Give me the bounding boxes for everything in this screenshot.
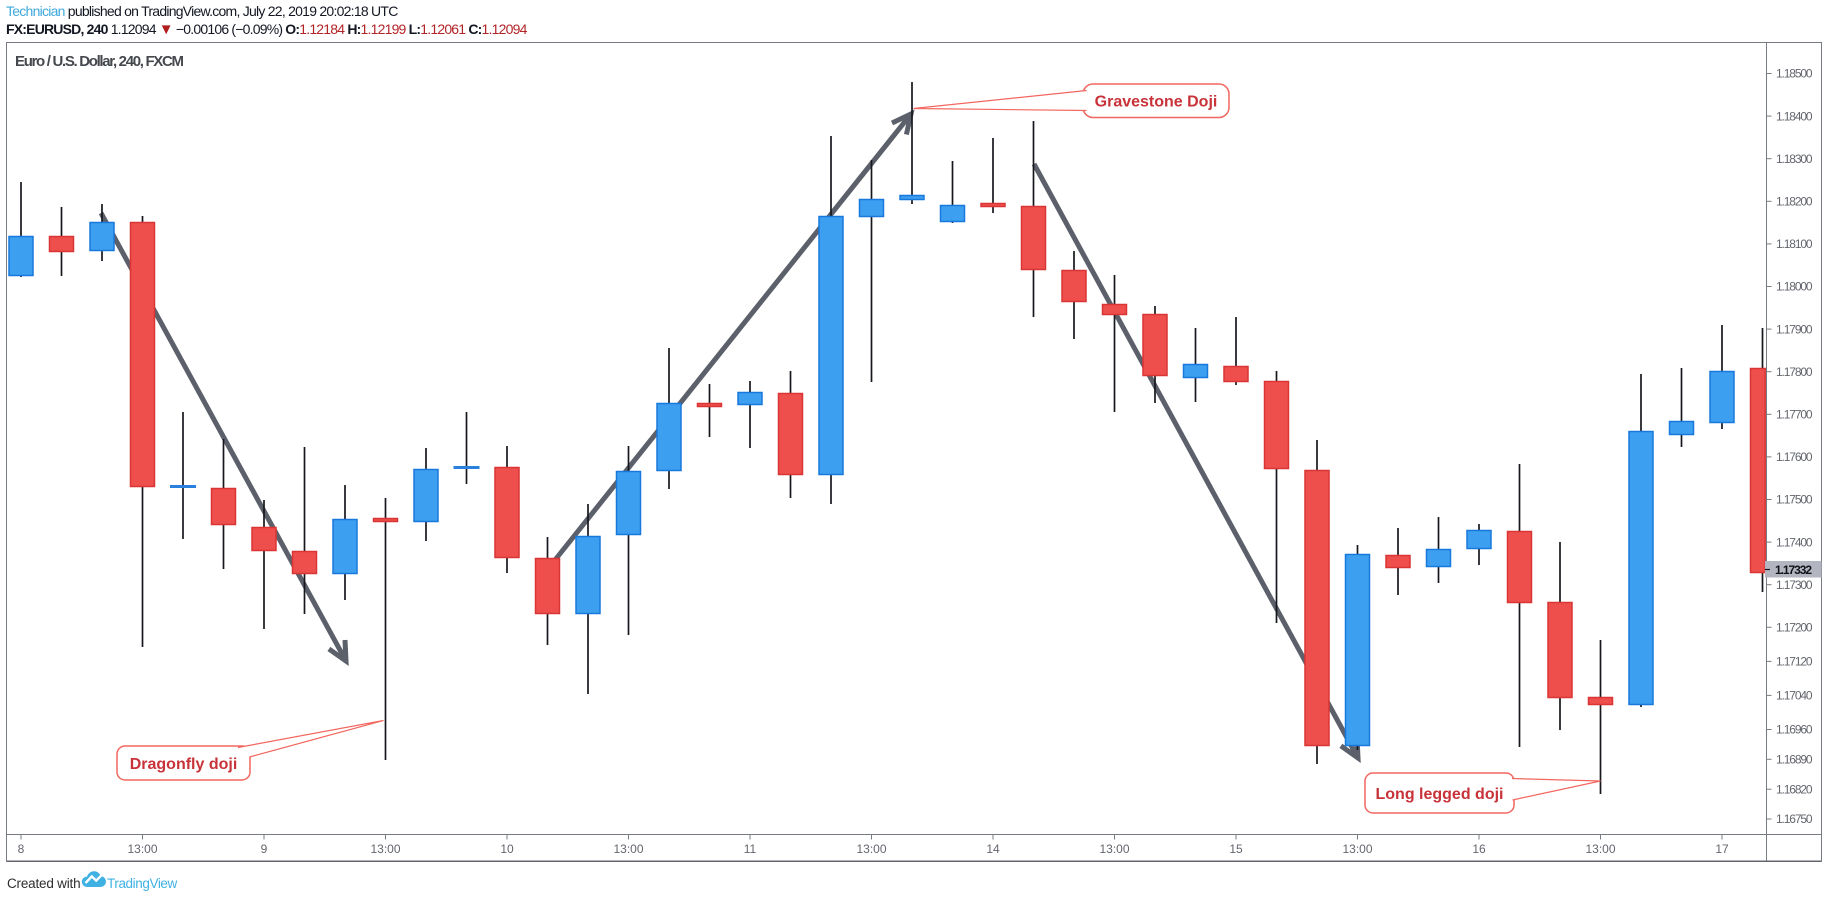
svg-text:13:00: 13:00 xyxy=(1099,842,1129,856)
svg-text:FX:EURUSD, 240 1.12094 ▼ −0.00: FX:EURUSD, 240 1.12094 ▼ −0.00106 (−0.09… xyxy=(6,21,528,38)
svg-text:1.18500: 1.18500 xyxy=(1776,67,1813,81)
svg-text:Dragonfly doji: Dragonfly doji xyxy=(130,756,238,773)
svg-text:1.18000: 1.18000 xyxy=(1776,280,1813,294)
svg-text:13:00: 13:00 xyxy=(127,842,157,856)
svg-text:Gravestone Doji: Gravestone Doji xyxy=(1095,94,1218,111)
svg-text:13:00: 13:00 xyxy=(1342,842,1372,856)
svg-text:1.17600: 1.17600 xyxy=(1776,450,1813,464)
svg-text:15: 15 xyxy=(1229,842,1243,856)
svg-text:14: 14 xyxy=(986,842,1000,856)
svg-text:11: 11 xyxy=(744,842,757,856)
svg-text:1.18100: 1.18100 xyxy=(1776,237,1813,251)
svg-text:1.17040: 1.17040 xyxy=(1776,689,1813,703)
svg-text:TradingView: TradingView xyxy=(107,876,178,891)
svg-text:1.16960: 1.16960 xyxy=(1776,723,1813,737)
svg-text:Euro / U.S. Dollar, 240, FXCM: Euro / U.S. Dollar, 240, FXCM xyxy=(15,53,184,70)
svg-text:Technician published on Tradin: Technician published on TradingView.com,… xyxy=(6,3,398,19)
svg-text:1.17900: 1.17900 xyxy=(1776,322,1813,336)
svg-text:Long legged doji: Long legged doji xyxy=(1376,786,1504,803)
svg-text:1.17500: 1.17500 xyxy=(1776,493,1813,507)
svg-text:1.16820: 1.16820 xyxy=(1776,782,1813,796)
svg-text:13:00: 13:00 xyxy=(1585,842,1615,856)
svg-text:1.17300: 1.17300 xyxy=(1776,578,1813,592)
svg-text:16: 16 xyxy=(1472,842,1486,856)
svg-text:1.17800: 1.17800 xyxy=(1776,365,1813,379)
svg-text:1.17700: 1.17700 xyxy=(1776,408,1813,422)
svg-text:1.16890: 1.16890 xyxy=(1776,753,1813,767)
svg-text:17: 17 xyxy=(1715,842,1729,856)
svg-text:1.16750: 1.16750 xyxy=(1776,812,1813,826)
svg-text:10: 10 xyxy=(500,842,514,856)
svg-text:Created with: Created with xyxy=(7,876,80,891)
svg-text:8: 8 xyxy=(18,842,25,856)
svg-text:1.18400: 1.18400 xyxy=(1776,109,1813,123)
svg-text:1.18200: 1.18200 xyxy=(1776,195,1813,209)
svg-text:1.17400: 1.17400 xyxy=(1776,535,1813,549)
svg-text:13:00: 13:00 xyxy=(370,842,400,856)
svg-text:1.17200: 1.17200 xyxy=(1776,621,1813,635)
svg-text:1.17332: 1.17332 xyxy=(1775,563,1812,577)
svg-text:13:00: 13:00 xyxy=(856,842,886,856)
svg-text:13:00: 13:00 xyxy=(613,842,643,856)
svg-text:1.17120: 1.17120 xyxy=(1776,655,1813,669)
svg-text:1.18300: 1.18300 xyxy=(1776,152,1813,166)
svg-text:9: 9 xyxy=(261,842,268,856)
